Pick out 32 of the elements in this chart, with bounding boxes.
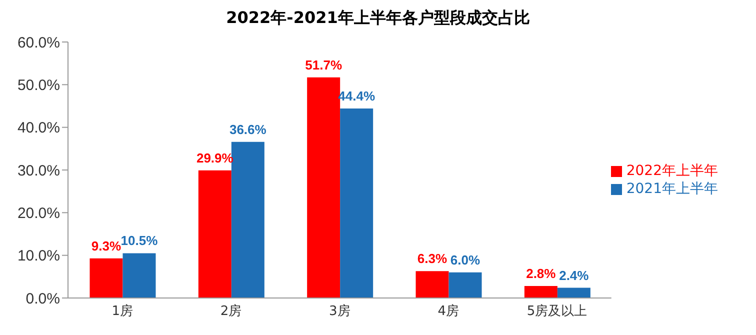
data-label: 10.5%: [120, 233, 158, 248]
chart-title: 2022年-2021年上半年各户型段成交占比: [225, 8, 531, 29]
bar: [90, 258, 123, 298]
data-label: 9.3%: [91, 238, 122, 254]
x-tick-label: 2房: [220, 303, 242, 320]
x-tick-label: 4房: [438, 303, 459, 320]
bar: [448, 272, 482, 298]
x-tick-label: 1房: [112, 303, 133, 320]
bar: [557, 288, 590, 298]
bar: [340, 108, 374, 298]
bar: [416, 271, 449, 298]
y-tick-label: 50.0%: [17, 76, 60, 94]
y-tick-label: 20.0%: [17, 204, 60, 222]
data-label: 6.3%: [417, 251, 448, 266]
x-tick-label: 3房: [329, 303, 350, 320]
y-tick-label: 40.0%: [17, 120, 60, 137]
legend-label: 2021年上半年: [626, 181, 718, 197]
x-tick-label: 5房及以上: [526, 303, 588, 320]
data-label: 2.4%: [559, 268, 590, 283]
bar: [524, 286, 558, 298]
y-tick-label: 60.0%: [17, 34, 60, 52]
y-tick-label: 0.0%: [26, 290, 60, 308]
bar: [122, 253, 156, 298]
data-label: 6.0%: [450, 252, 480, 268]
y-tick-label: 30.0%: [17, 162, 60, 180]
legend-label: 2022年上半年: [626, 163, 718, 179]
data-label: 36.6%: [229, 122, 267, 137]
bar: [231, 142, 264, 298]
bar: [198, 170, 232, 298]
data-label: 51.7%: [305, 57, 342, 72]
y-tick-label: 10.0%: [17, 248, 60, 265]
data-label: 2.8%: [526, 266, 556, 282]
